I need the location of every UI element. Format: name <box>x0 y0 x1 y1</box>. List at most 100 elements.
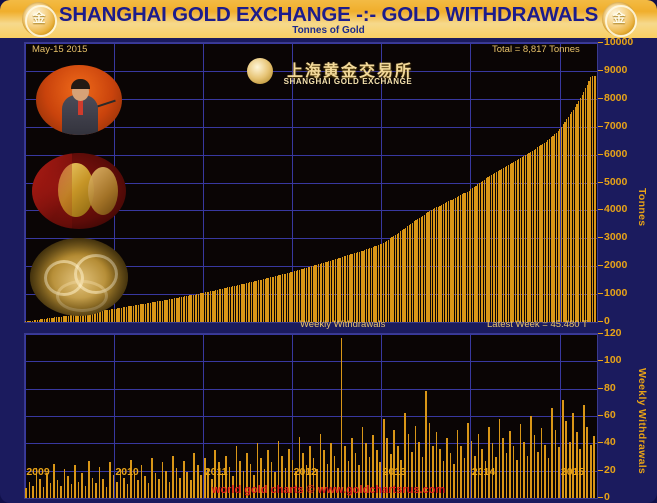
weekly-bar <box>484 461 487 498</box>
y-axis-tick-mark <box>598 497 603 498</box>
weekly-withdrawals-caption: Weekly Withdrawals <box>300 319 386 330</box>
cumulative-bar <box>425 213 427 322</box>
weekly-bar <box>193 452 196 498</box>
weekly-bar <box>319 433 322 498</box>
cumulative-bar <box>211 290 213 322</box>
cumulative-bar <box>175 298 177 322</box>
cumulative-bar <box>525 155 527 322</box>
weekly-bar <box>179 477 181 498</box>
weekly-bar <box>35 467 38 498</box>
weekly-bar <box>354 452 357 498</box>
gridline-horizontal <box>25 416 597 417</box>
cumulative-bar <box>384 241 386 322</box>
weekly-bar <box>295 470 297 498</box>
y-axis-tick-label: 5000 <box>604 175 628 188</box>
page-title: SHANGHAI GOLD EXCHANGE -:- GOLD WITHDRAW… <box>58 3 599 26</box>
gridline-horizontal <box>25 334 597 335</box>
weekly-bar <box>305 465 308 498</box>
cumulative-bar <box>232 286 234 322</box>
cumulative-bar <box>381 243 383 322</box>
weekly-bar <box>67 476 69 498</box>
cumulative-bar <box>244 283 246 322</box>
gridline-horizontal <box>25 182 597 184</box>
cumulative-bar <box>550 137 552 322</box>
cumulative-bar <box>66 315 68 322</box>
cumulative-bar <box>233 285 236 322</box>
cumulative-bar <box>352 253 354 322</box>
weekly-bar <box>277 440 280 498</box>
cumulative-bar <box>437 206 439 322</box>
y-axis-tick-label: 40 <box>604 436 616 449</box>
weekly-bar <box>182 461 185 498</box>
latest-week-label: Latest Week = 45.480 T <box>487 319 588 330</box>
cumulative-bar <box>581 94 583 322</box>
cumulative-bar <box>96 311 99 322</box>
cumulative-bar <box>449 200 451 322</box>
weekly-bar <box>333 455 336 498</box>
y-axis-tick-mark <box>598 333 603 334</box>
weekly-bar <box>361 426 364 498</box>
cumulative-bar <box>333 259 335 322</box>
page-subtitle: Tonnes of Gold <box>292 25 365 36</box>
cumulative-bar <box>403 228 405 322</box>
gridline-vertical <box>559 334 561 498</box>
cumulative-bar <box>583 91 585 322</box>
seal-ring <box>25 5 57 37</box>
weekly-bar <box>91 477 94 498</box>
cumulative-bar <box>54 317 56 322</box>
weekly-bar <box>133 472 136 498</box>
cumulative-bar <box>542 143 544 322</box>
cumulative-bar <box>353 253 355 322</box>
cumulative-bar <box>365 249 367 322</box>
weekly-bar <box>442 461 445 498</box>
cumulative-bar <box>252 281 254 322</box>
weekly-bar <box>519 424 522 498</box>
weekly-bar <box>53 463 55 498</box>
cumulative-bar <box>64 316 66 322</box>
weekly-bar <box>456 429 459 498</box>
cumulative-bar <box>235 285 237 322</box>
cumulative-bar <box>451 199 453 322</box>
weekly-bar <box>302 452 304 498</box>
cumulative-bar <box>494 172 496 322</box>
weekly-bar <box>351 437 353 498</box>
cumulative-bar <box>227 287 229 322</box>
cumulative-bar <box>254 281 256 322</box>
cumulative-bar <box>588 81 590 322</box>
cumulative-bar <box>475 185 477 322</box>
weekly-bar <box>70 484 73 498</box>
cumulative-bar <box>293 271 295 322</box>
cumulative-bar <box>533 149 535 322</box>
weekly-bar <box>453 463 455 498</box>
cumulative-bar <box>357 252 359 322</box>
tie-shape <box>78 99 83 115</box>
weekly-bar <box>516 459 518 498</box>
cumulative-bar <box>370 247 373 322</box>
y-axis-tick-label: 9000 <box>604 63 628 76</box>
cumulative-bar <box>143 303 145 322</box>
weekly-bar <box>210 478 213 498</box>
weekly-bar <box>119 469 122 498</box>
gridline-vertical <box>470 334 472 498</box>
weekly-bar <box>200 474 203 498</box>
weekly-bar <box>460 446 462 498</box>
cumulative-bar <box>376 245 378 322</box>
weekly-bar <box>267 450 269 498</box>
cumulative-bar <box>42 319 44 322</box>
cumulative-bar <box>420 216 422 322</box>
cumulative-bar <box>328 261 330 322</box>
weekly-bar <box>214 450 217 498</box>
cumulative-bar <box>153 302 155 322</box>
cumulative-bar <box>36 319 39 322</box>
cumulative-bar <box>400 231 402 322</box>
cumulative-bar <box>436 207 438 322</box>
cumulative-bar <box>322 262 325 322</box>
y-axis-tick-mark <box>598 125 603 127</box>
weekly-bar <box>340 338 343 498</box>
cumulative-bar <box>422 215 424 322</box>
weekly-bar <box>347 461 350 498</box>
cumulative-bar <box>427 212 429 322</box>
cumulative-bar <box>502 167 504 322</box>
cumulative-bar <box>341 256 343 322</box>
cumulative-bar <box>281 274 284 322</box>
